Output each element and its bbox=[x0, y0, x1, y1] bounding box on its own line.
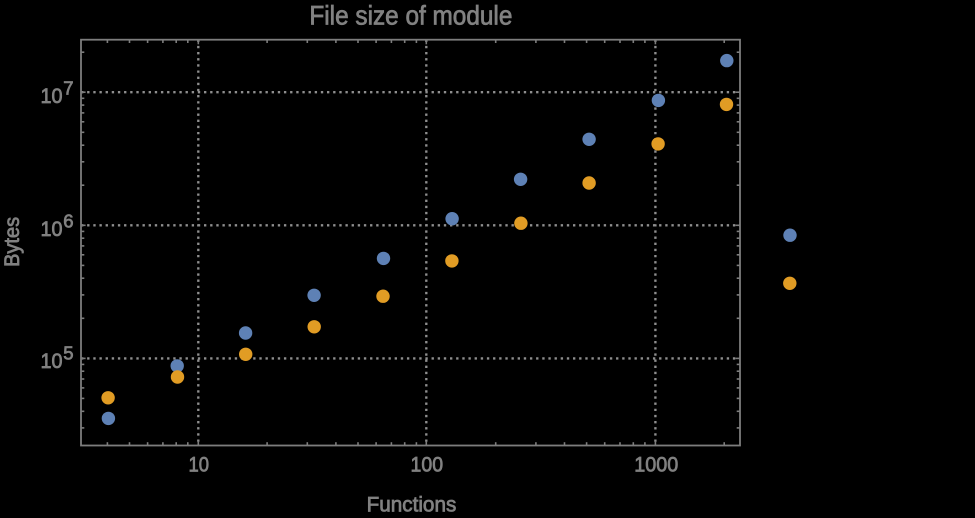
svg-text:10: 10 bbox=[41, 350, 63, 373]
svg-text:Functions: Functions bbox=[367, 493, 457, 513]
svg-text:10: 10 bbox=[41, 85, 63, 108]
svg-text:100: 100 bbox=[411, 453, 444, 476]
svg-text:7: 7 bbox=[63, 77, 73, 98]
svg-text:File size of module: File size of module bbox=[309, 1, 512, 31]
svg-text:1000: 1000 bbox=[634, 453, 678, 476]
svg-text:Bytes: Bytes bbox=[1, 217, 24, 267]
svg-text:6: 6 bbox=[63, 210, 73, 231]
svg-text:5: 5 bbox=[63, 343, 73, 364]
svg-text:10: 10 bbox=[189, 453, 210, 476]
svg-text:10: 10 bbox=[41, 218, 63, 241]
